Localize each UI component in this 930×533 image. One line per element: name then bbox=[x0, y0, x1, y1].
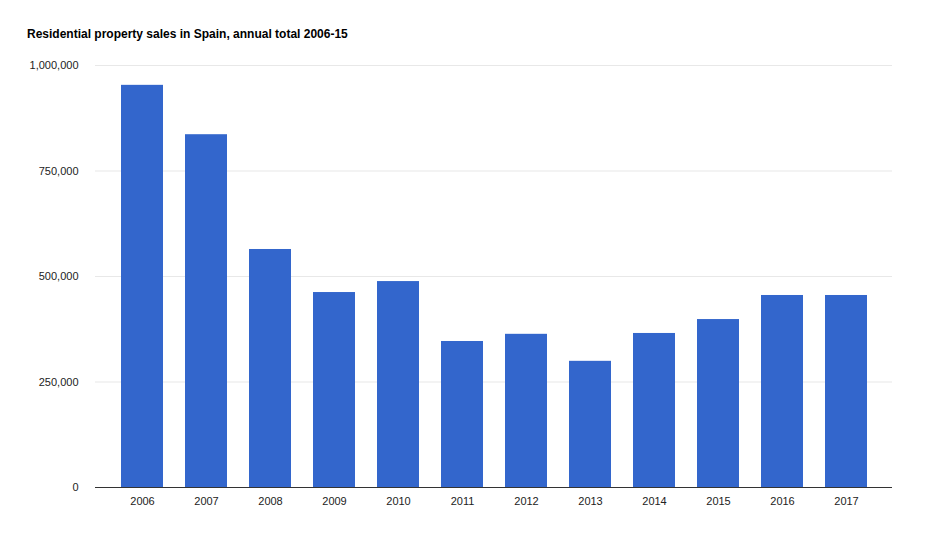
svg-text:2016: 2016 bbox=[770, 495, 794, 507]
svg-text:2015: 2015 bbox=[706, 495, 730, 507]
svg-text:750,000: 750,000 bbox=[39, 165, 79, 177]
svg-text:250,000: 250,000 bbox=[39, 376, 79, 388]
svg-text:2007: 2007 bbox=[194, 495, 218, 507]
svg-text:2012: 2012 bbox=[514, 495, 538, 507]
svg-text:2013: 2013 bbox=[578, 495, 602, 507]
svg-text:2017: 2017 bbox=[834, 495, 858, 507]
svg-text:2009: 2009 bbox=[322, 495, 346, 507]
svg-text:2011: 2011 bbox=[451, 495, 475, 507]
svg-text:2006: 2006 bbox=[130, 495, 154, 507]
svg-text:0: 0 bbox=[72, 481, 78, 493]
svg-text:2008: 2008 bbox=[258, 495, 282, 507]
svg-text:2010: 2010 bbox=[386, 495, 410, 507]
svg-text:500,000: 500,000 bbox=[39, 270, 79, 282]
html-text:Residential property sales in: Residential property sales in Spain, ann… bbox=[27, 27, 348, 41]
svg-text:1,000,000: 1,000,000 bbox=[30, 59, 79, 71]
svg-text:2014: 2014 bbox=[642, 495, 666, 507]
